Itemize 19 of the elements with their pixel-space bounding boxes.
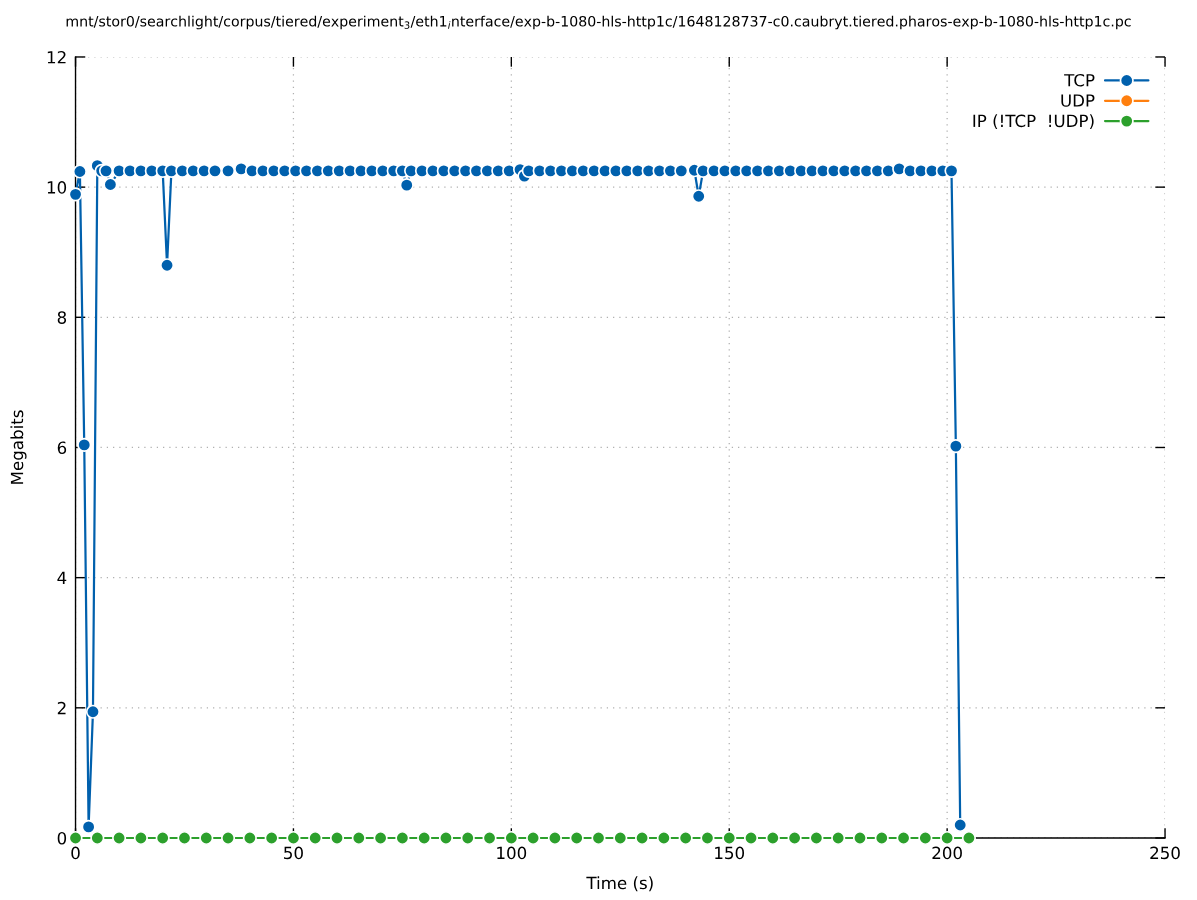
x-tick-label: 100 [497, 846, 527, 860]
x-axis-title: Time (s) [586, 876, 653, 892]
x-tick-label: 250 [1150, 846, 1180, 860]
y-tick-label: 4 [57, 571, 67, 584]
chart-title: mnt/stor0/searchlight/corpus/tiered/experiment$_{3}$/eth1$_{i}$nterface/exp-b-1080-hls-http1c/1648128737-c0.caubryt.tiered.pharos-exp-b-1080-hls-http1c.pc [66, 15, 1131, 30]
y-tick-label: 12 [47, 50, 66, 64]
x-tick-label: 0 [71, 846, 80, 860]
y-tick-label: 0 [57, 831, 67, 845]
x-tick-label: 50 [284, 846, 303, 860]
legend-label: TCP [1064, 73, 1095, 87]
y-tick-label: 2 [57, 701, 66, 715]
y-tick-label: 6 [57, 441, 67, 455]
legend-label: IP (!TCP !UDP) [973, 114, 1094, 130]
y-axis-title: Megabits [10, 410, 27, 484]
y-tick-label: 8 [57, 311, 67, 324]
x-tick-label: 200 [932, 846, 962, 860]
x-tick-label: 150 [715, 846, 745, 860]
legend-label: UDP [1061, 94, 1095, 107]
y-tick-label: 10 [47, 181, 67, 194]
